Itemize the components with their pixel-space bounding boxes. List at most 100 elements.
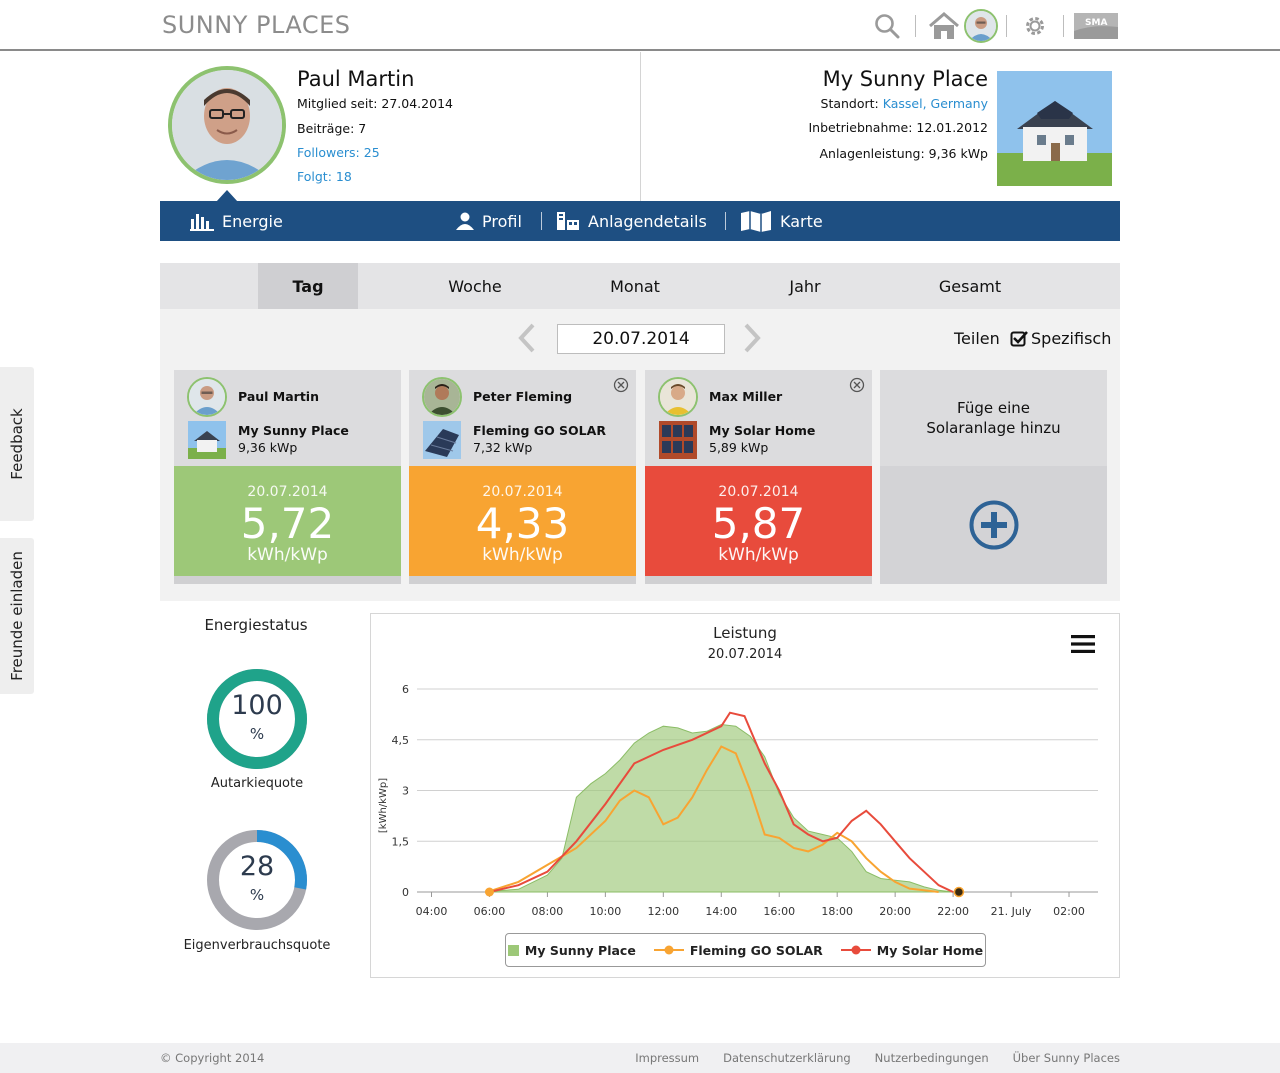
x-tick-label: 20:00 xyxy=(879,905,911,918)
x-tick-label: 16:00 xyxy=(763,905,795,918)
card-plant-name: My Solar Home xyxy=(709,423,816,438)
footer-links: Impressum Datenschutzerklärung Nutzerbed… xyxy=(635,1051,1120,1065)
tab-plant-details[interactable]: Anlagendetails xyxy=(556,201,707,241)
power-chart-plot[interactable]: 0 1,5 3 4,5 6 04:00 06:00 08:00 10:00 12:00 14:00 1… xyxy=(371,614,1119,977)
specific-checkbox[interactable]: Spezifisch xyxy=(1010,329,1111,348)
add-plant-card[interactable]: Füge eine Solaranlage hinzu xyxy=(880,370,1107,584)
prev-date-button[interactable] xyxy=(515,322,537,354)
y-axis-label: [kWh/kWp] xyxy=(378,778,389,833)
search-icon[interactable] xyxy=(867,8,907,44)
card-yield-value: 4,33 xyxy=(475,499,570,548)
card-owner: Max Miller xyxy=(709,389,783,404)
legend-item-sunny-place[interactable]: My Sunny Place xyxy=(507,943,636,958)
card-yield-date: 20.07.2014 xyxy=(718,484,799,500)
feedback-tab[interactable]: Feedback xyxy=(0,367,34,521)
y-tick-label: 3 xyxy=(402,785,409,798)
close-icon[interactable] xyxy=(613,377,629,393)
tab-map[interactable]: Karte xyxy=(740,201,823,241)
card-header: Paul Martin My Sunny Place 9,36 kWp xyxy=(174,370,401,466)
x-tick-label: 08:00 xyxy=(532,905,564,918)
chart-title: Leistung xyxy=(713,624,777,642)
map-icon xyxy=(741,211,771,232)
x-tick-label: 21. July xyxy=(991,905,1032,918)
add-plant-title: Füge eine Solaranlage hinzu xyxy=(880,398,1107,438)
nav-separator xyxy=(725,212,726,230)
footer-link-privacy[interactable]: Datenschutzerklärung xyxy=(723,1051,851,1065)
x-tick-label: 18:00 xyxy=(821,905,853,918)
followers-link[interactable]: Followers: 25 xyxy=(297,145,380,160)
tab-year[interactable]: Jahr xyxy=(789,276,821,296)
home-icon[interactable] xyxy=(924,8,964,44)
plant-location-link[interactable]: Kassel, Germany xyxy=(882,96,988,111)
nav-pointer xyxy=(216,190,238,202)
add-plant-title-line1: Füge eine xyxy=(957,399,1030,417)
x-tick-label: 02:00 xyxy=(1053,905,1085,918)
legend-item-fleming[interactable]: Fleming GO SOLAR xyxy=(653,942,823,958)
autarky-ring xyxy=(207,669,307,769)
footer-link-imprint[interactable]: Impressum xyxy=(635,1051,700,1065)
app-logo[interactable]: SUNNY PLACES xyxy=(162,11,351,39)
legend-swatch-line xyxy=(840,945,871,955)
avatar[interactable] xyxy=(964,9,998,43)
self-consumption-gauge: 28 % xyxy=(206,829,308,931)
x-tick-label: 22:00 xyxy=(937,905,969,918)
card-avatar xyxy=(187,377,227,417)
profile-avatar[interactable] xyxy=(168,66,286,184)
tab-energy[interactable]: Energie xyxy=(190,201,283,241)
energy-status-title: Energiestatus xyxy=(204,616,308,634)
plant-details-icon xyxy=(557,212,579,230)
card-owner: Peter Fleming xyxy=(473,389,573,404)
card-yield-value: 5,72 xyxy=(240,499,335,548)
series-area-my-sunny-place xyxy=(488,723,954,893)
header-separator xyxy=(915,15,916,37)
card-shadow xyxy=(174,576,401,584)
gear-icon[interactable] xyxy=(1015,8,1055,44)
footer-link-about[interactable]: Über Sunny Places xyxy=(1012,1051,1120,1065)
plant-card-max[interactable]: Max Miller My Solar Home 5,89 kWp 20.07.… xyxy=(645,370,872,584)
tab-month[interactable]: Monat xyxy=(610,276,660,296)
user-icon xyxy=(456,212,474,230)
tab-total[interactable]: Gesamt xyxy=(938,276,1002,296)
card-yield: 20.07.2014 5,87 kWh/kWp xyxy=(645,466,872,576)
profile-divider xyxy=(640,52,641,202)
x-tick-label: 06:00 xyxy=(474,905,506,918)
chevron-left-icon xyxy=(518,323,535,353)
legend-item-solar-home[interactable]: My Solar Home xyxy=(840,943,983,958)
plus-circle-icon[interactable] xyxy=(968,499,1020,551)
tab-day[interactable]: Tag xyxy=(258,263,358,309)
plant-card-peter[interactable]: Peter Fleming Fleming GO SOLAR 7,32 kWp … xyxy=(409,370,636,584)
hamburger-menu-icon[interactable] xyxy=(1071,634,1095,654)
tab-week[interactable]: Woche xyxy=(448,276,502,296)
close-icon[interactable] xyxy=(849,377,865,393)
card-shadow xyxy=(409,576,636,584)
tab-profile[interactable]: Profil xyxy=(456,201,522,241)
card-yield-unit: kWh/kWp xyxy=(247,545,328,565)
self-consumption-percent: % xyxy=(249,886,265,904)
series-start-marker xyxy=(484,887,494,897)
sma-logo[interactable]: SMA xyxy=(1072,8,1120,44)
chart-subtitle: 20.07.2014 xyxy=(707,647,783,662)
header-icons: SMA xyxy=(867,8,1120,44)
autarky-arc xyxy=(207,669,307,769)
card-owner: Paul Martin xyxy=(238,389,319,404)
period-tabs: Tag Woche Monat Jahr Gesamt xyxy=(160,263,1120,309)
follows-link[interactable]: Folgt: 18 xyxy=(297,169,352,184)
chart-bars-icon xyxy=(190,214,214,231)
card-plant-name: My Sunny Place xyxy=(238,423,349,438)
share-button[interactable]: Teilen xyxy=(954,329,1000,348)
posts-count: Beiträge: 7 xyxy=(297,121,367,136)
legend-swatch-line xyxy=(653,945,684,955)
legend-label: Fleming GO SOLAR xyxy=(689,942,823,958)
card-shadow xyxy=(645,576,872,584)
plant-card-paul[interactable]: Paul Martin My Sunny Place 9,36 kWp 20.0… xyxy=(174,370,401,584)
next-date-button[interactable] xyxy=(742,322,764,354)
invite-friends-tab[interactable]: Freunde einladen xyxy=(0,538,34,694)
footer-link-terms[interactable]: Nutzerbedingungen xyxy=(874,1051,989,1065)
chevron-right-icon xyxy=(744,323,761,353)
tab-map-label: Karte xyxy=(780,211,823,231)
member-since: Mitglied seit: 27.04.2014 xyxy=(297,96,453,111)
plant-photo[interactable] xyxy=(997,71,1112,186)
header-separator xyxy=(1006,15,1007,37)
date-input[interactable]: 20.07.2014 xyxy=(557,324,725,354)
x-tick-label: 14:00 xyxy=(705,905,737,918)
